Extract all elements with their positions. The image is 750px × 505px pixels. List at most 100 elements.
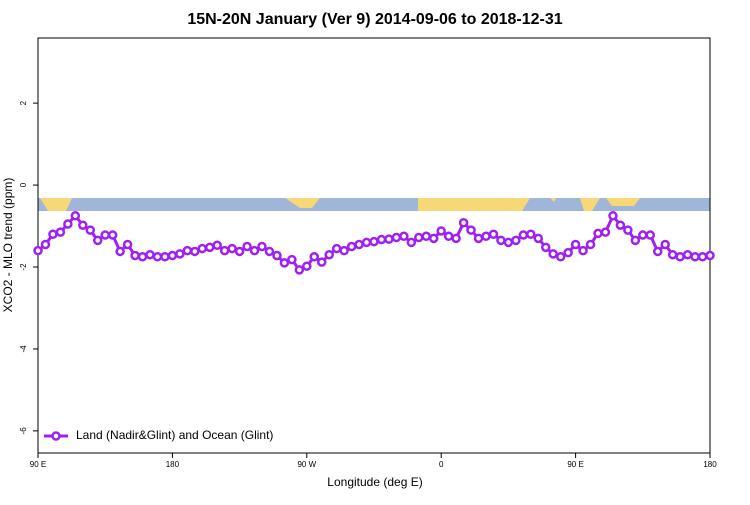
point (638, 230, 648, 240)
point (682, 249, 693, 260)
point (85, 225, 96, 235)
map-strip (38, 198, 710, 211)
point (600, 227, 611, 237)
point (212, 240, 222, 251)
point (630, 235, 641, 246)
point (160, 252, 170, 262)
point (122, 239, 133, 250)
point (40, 239, 51, 250)
point (511, 235, 521, 246)
point (339, 245, 349, 256)
point (287, 254, 297, 265)
y-tick-label: 0 (19, 182, 28, 187)
point (302, 261, 312, 271)
point (533, 233, 544, 244)
point (496, 235, 506, 246)
point (130, 250, 140, 261)
point (100, 230, 110, 240)
point (623, 225, 633, 235)
point (175, 249, 185, 259)
point (615, 220, 626, 230)
y-tick-label: -2 (19, 263, 28, 271)
point (488, 229, 499, 239)
point (645, 230, 656, 240)
x-axis-label: Longitude (deg E) (327, 475, 422, 489)
legend: Land (Nadir&Glint) and Ocean (Glint) (44, 428, 273, 442)
point (145, 249, 155, 260)
point (376, 234, 387, 245)
point (548, 249, 558, 259)
point (570, 239, 581, 250)
point (466, 225, 476, 235)
point (167, 250, 178, 261)
y-tick-label: -4 (19, 345, 28, 353)
point (115, 246, 125, 257)
point (92, 235, 103, 246)
point (309, 252, 320, 262)
point (414, 232, 424, 243)
point (406, 237, 417, 248)
point (316, 257, 327, 267)
point (234, 246, 245, 257)
point (55, 227, 66, 237)
x-tick-label: 90 E (30, 460, 46, 469)
point (331, 243, 342, 254)
point (421, 231, 432, 242)
point (518, 230, 529, 240)
y-tick-label: -6 (19, 427, 28, 435)
point (182, 245, 193, 256)
point (458, 218, 469, 228)
x-tick-label: 180 (166, 460, 180, 469)
point (675, 252, 685, 262)
point (585, 239, 596, 250)
point (652, 246, 663, 257)
point (204, 242, 215, 253)
point (473, 233, 484, 244)
point (272, 250, 282, 261)
point (227, 243, 237, 254)
point (428, 233, 439, 244)
point (555, 252, 566, 262)
point (152, 252, 163, 262)
legend-marker (51, 431, 61, 441)
legend-label: Land (Nadir&Glint) and Ocean (Glint) (76, 428, 273, 442)
x-tick-label: 180 (703, 460, 717, 469)
point (436, 226, 446, 236)
y-axis-label: XCO2 - MLO trend (ppm) (1, 178, 15, 313)
x-tick-label: 0 (439, 460, 444, 469)
y-tick-label: 2 (19, 100, 28, 105)
chart-title: 15N-20N January (Ver 9) 2014-09-06 to 20… (187, 11, 562, 28)
point (705, 250, 715, 261)
point (346, 241, 357, 252)
point (354, 239, 364, 250)
plot-frame (37, 37, 711, 454)
point (242, 241, 252, 252)
point (481, 231, 491, 242)
point (70, 211, 81, 221)
x-tick-label: 90 E (567, 460, 583, 469)
point (48, 229, 58, 239)
point (690, 252, 700, 262)
point (526, 229, 536, 239)
x-tick-label: 90 W (297, 460, 316, 469)
point (540, 242, 551, 253)
point (63, 219, 73, 229)
point (190, 246, 200, 257)
point (563, 247, 573, 258)
point (33, 245, 43, 256)
point (578, 245, 588, 256)
point (369, 236, 379, 247)
point (384, 234, 394, 244)
point (503, 237, 514, 248)
point (137, 252, 148, 262)
point (294, 265, 305, 275)
point (78, 220, 88, 230)
point (264, 246, 275, 257)
point (257, 241, 267, 252)
point (219, 245, 230, 256)
point (667, 249, 678, 260)
point (660, 239, 670, 250)
point (593, 228, 603, 239)
point (443, 231, 454, 242)
